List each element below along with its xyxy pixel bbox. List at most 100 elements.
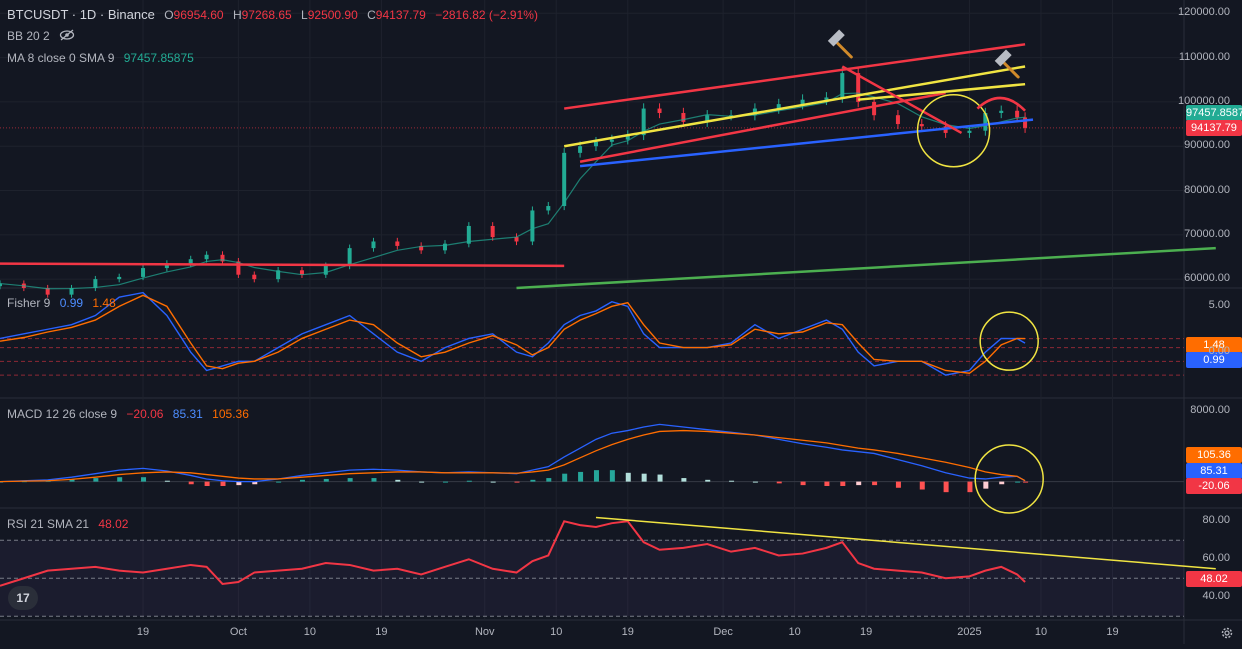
hidden-eye-icon[interactable] (59, 29, 75, 44)
candle-body (323, 265, 328, 275)
symbol-title[interactable]: BTCUSDT · 1D · Binance (7, 7, 155, 22)
candle-body (371, 241, 376, 249)
rsi-line (0, 520, 1026, 587)
macd-histogram-bar (347, 478, 353, 482)
macd-histogram-bar (299, 479, 305, 482)
ohlc-close-value: 94137.79 (375, 8, 426, 22)
ohlc-high-label: H (232, 8, 242, 22)
ohlc-low: L92500.90 (301, 8, 358, 22)
macd-histogram-bar (419, 481, 425, 483)
macd-histogram-bar (1023, 481, 1029, 483)
fisher-value-2: 1.48 (92, 296, 116, 310)
macd-histogram-bar (204, 481, 210, 486)
tradingview-logo[interactable]: 17 (8, 586, 38, 610)
ma-value: 97457.85875 (123, 51, 194, 65)
candle-body (752, 108, 757, 116)
candle-body (347, 248, 352, 266)
y-tick-label: 80000.00 (1184, 183, 1230, 196)
candle-body (657, 108, 662, 113)
candle-body (967, 130, 972, 133)
arc-annotation (976, 96, 1026, 112)
x-tick-label: 19 (621, 626, 634, 638)
bb-label: BB 20 2 (7, 29, 50, 43)
trendline-4 (858, 82, 1026, 101)
macd-histogram-bar (371, 478, 377, 482)
candle-body (999, 110, 1004, 113)
ohlc-open: O96954.60 (164, 8, 223, 22)
hammer-icon-handle-1 (832, 38, 853, 59)
candle-body (872, 101, 877, 116)
ohlc-high-value: 97268.65 (241, 8, 292, 22)
macd-histogram-bar (323, 478, 329, 482)
candle-body (625, 135, 630, 140)
ohlc-close-label: C (367, 8, 376, 22)
macd-histogram-bar (705, 479, 711, 482)
macd-histogram-bar (800, 481, 806, 486)
fisher-tag-a: 1.48 (1186, 337, 1242, 353)
macd-tag-hist: -20.06 (1186, 478, 1242, 494)
candle-body (578, 146, 583, 153)
candle-body (204, 254, 209, 260)
candle-body (69, 288, 74, 295)
fisher-value-1: 0.99 (59, 296, 84, 310)
candle-body (593, 141, 598, 147)
candle-body (299, 270, 304, 275)
trendline-0 (0, 262, 565, 268)
macd-histogram-bar (776, 481, 782, 484)
price-legend: BTCUSDT · 1D · Binance O96954.60 H97268.… (7, 7, 544, 22)
macd-histogram-bar (1015, 481, 1021, 483)
highlight-circle-fisher (979, 311, 1039, 371)
candle-body (840, 73, 845, 98)
macd-histogram-bar (752, 481, 758, 483)
y-tick-label: 120000.00 (1178, 6, 1230, 19)
candle-body (729, 115, 734, 117)
macd-histogram-bar (967, 481, 973, 493)
fisher-label: Fisher 9 (7, 296, 51, 310)
candle-body (856, 73, 861, 102)
macd-histogram-bar (164, 480, 170, 482)
macd-label: MACD 12 26 close 9 (7, 407, 118, 421)
candle-body (0, 283, 2, 287)
candle-body (117, 276, 122, 280)
ohlc-open-label: O (164, 8, 174, 22)
candle-body (188, 259, 193, 264)
candle-body (609, 139, 614, 142)
candle-body (395, 241, 400, 246)
y-tick-label: 60000.00 (1184, 272, 1230, 285)
hammer-icon-2 (994, 49, 1012, 67)
candle-body (466, 225, 471, 244)
macd-histogram-bar (69, 479, 75, 482)
macd-histogram-bar (442, 481, 448, 483)
rsi-tag: 48.02 (1186, 571, 1242, 587)
ohlc-high: H97268.65 (233, 8, 292, 22)
macd-histogram-bar (840, 481, 846, 486)
price-tag-ma: 97457.8587 (1186, 105, 1242, 121)
fisher-line-1 (0, 294, 1026, 374)
fisher-line-0 (0, 291, 1026, 376)
candle-body (252, 274, 257, 280)
macd-legend[interactable]: MACD 12 26 close 9 −20.06 85.31 105.36 (7, 407, 255, 421)
rsi-trendline (595, 516, 1216, 570)
trendline-1 (564, 43, 1026, 110)
macd-histogram-bar (530, 479, 536, 482)
candle-body (919, 124, 924, 127)
x-tick-label: 19 (136, 626, 150, 638)
macd-histogram-bar (395, 479, 401, 482)
macd-histogram-bar (681, 478, 687, 482)
x-tick-label: 10 (550, 626, 563, 638)
rsi-legend[interactable]: RSI 21 SMA 21 48.02 (7, 517, 134, 531)
macd-histogram-bar (188, 481, 194, 485)
candle-body (442, 243, 447, 251)
bb-legend[interactable]: BB 20 2 (7, 29, 81, 44)
settings-gear-icon[interactable] (1220, 626, 1234, 640)
trendline-6 (516, 246, 1216, 290)
candle-body (276, 270, 281, 280)
fisher-legend[interactable]: Fisher 9 0.99 1.48 (7, 296, 122, 310)
macd-histogram-bar (220, 481, 226, 486)
macd-histogram-bar (546, 478, 552, 482)
ma-legend[interactable]: MA 8 close 0 SMA 9 97457.85875 (7, 51, 200, 65)
macd-histogram-bar (490, 481, 496, 483)
macd-histogram-bar (824, 481, 830, 486)
macd-histogram-bar (117, 477, 123, 482)
